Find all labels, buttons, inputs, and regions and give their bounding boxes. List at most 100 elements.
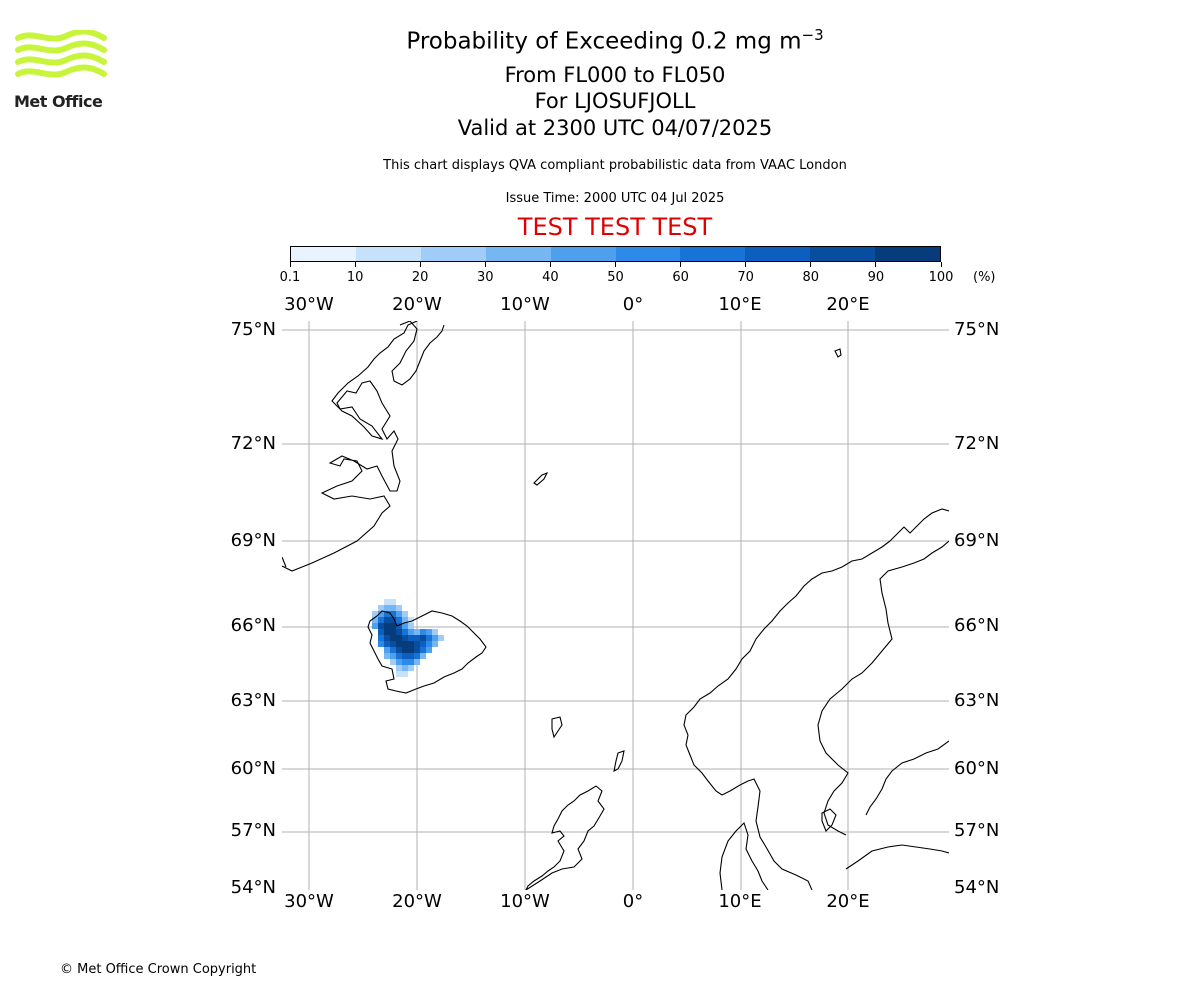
plume-cell: [390, 611, 396, 617]
plume-cell: [402, 623, 408, 629]
longitude-label: 10°E: [718, 891, 762, 912]
iceland-coast: [367, 610, 487, 694]
colorbar-segment: [355, 247, 421, 261]
latitude-label: 60°N: [230, 758, 276, 779]
latitude-label: 57°N: [230, 820, 276, 841]
plume-cell: [426, 641, 432, 647]
volcano-name: For LJOSUFJOLL: [534, 89, 696, 113]
plume-cell: [420, 629, 426, 635]
colorbar-tick-label: 40: [542, 270, 559, 285]
plume-cell: [378, 623, 384, 629]
chart-title: Probability of Exceeding 0.2 mg m−3: [406, 26, 824, 55]
plume-cell: [402, 611, 408, 617]
longitude-label: 20°W: [392, 891, 442, 912]
longitude-label: 20°E: [826, 891, 870, 912]
plume-cell: [390, 623, 396, 629]
plume-cell: [372, 623, 378, 629]
plume-cell: [426, 629, 432, 635]
greenland-coast: [282, 321, 418, 572]
flight-level-range: From FL000 to FL050: [504, 63, 726, 87]
plume-cell: [408, 665, 414, 671]
bear-island: [834, 348, 842, 358]
colorbar-segment: [291, 247, 356, 261]
plume-cell: [408, 635, 414, 641]
colorbar-tick-label: 70: [737, 270, 754, 285]
colorbar-segment: [420, 247, 486, 261]
plume-cell: [390, 659, 396, 665]
colorbar-tick-label: 10: [346, 270, 364, 285]
plume-cell: [426, 635, 432, 641]
plume-cell: [384, 611, 390, 617]
plume-cell: [378, 635, 384, 641]
latitude-label: 72°N: [954, 433, 1000, 454]
plume-cell: [390, 641, 396, 647]
colorbar-tick: [484, 262, 486, 267]
latitude-label: 69°N: [230, 530, 276, 551]
plume-cell: [408, 641, 414, 647]
longitude-label: 30°W: [284, 891, 334, 912]
scandinavia-coast: [683, 508, 949, 890]
colorbar-tick: [875, 262, 877, 267]
plume-cell: [384, 641, 390, 647]
plume-cell: [420, 635, 426, 641]
longitude-label: 0°: [622, 294, 644, 315]
colorbar-tick: [680, 262, 682, 267]
plume-cell: [438, 635, 444, 641]
colorbar-tick-label: 0.1: [279, 270, 301, 285]
colorbar-segment: [745, 247, 811, 261]
plume-cell: [414, 635, 420, 641]
colorbar-tick: [354, 262, 356, 267]
latitude-label: 54°N: [954, 877, 1000, 898]
copyright-notice: © Met Office Crown Copyright: [60, 962, 257, 977]
plume-cell: [402, 617, 408, 623]
chart-description: This chart displays QVA compliant probab…: [383, 158, 847, 173]
plume-cell: [402, 647, 408, 653]
colorbar-unit: (%): [973, 270, 996, 285]
colorbar-tick-label: 30: [477, 270, 494, 285]
plume-cell: [414, 641, 420, 647]
colorbar-segment: [550, 247, 616, 261]
logo-text: Met Office: [14, 92, 103, 111]
colorbar-segment: [875, 247, 941, 261]
plume-cell: [402, 653, 408, 659]
gotland: [821, 808, 837, 832]
plume-cell: [396, 659, 402, 665]
longitude-label: 10°W: [500, 891, 550, 912]
plume-cell: [396, 623, 402, 629]
plume-cell: [408, 647, 414, 653]
colorbar-tick: [419, 262, 421, 267]
valid-time: Valid at 2300 UTC 04/07/2025: [457, 116, 773, 140]
plume-cell: [372, 611, 378, 617]
plume-cell: [432, 641, 438, 647]
plume-cell: [402, 629, 408, 635]
plume-cell: [396, 611, 402, 617]
longitude-label: 10°E: [718, 294, 762, 315]
latitude-label: 63°N: [230, 690, 276, 711]
plume-cell: [384, 599, 390, 605]
latitude-label: 66°N: [230, 615, 276, 636]
plume-cell: [384, 647, 390, 653]
latitude-label: 57°N: [954, 820, 1000, 841]
colorbar-tick: [745, 262, 747, 267]
plume-cell: [420, 653, 426, 659]
plume-cell: [384, 653, 390, 659]
longitude-label: 30°W: [284, 294, 334, 315]
latitude-label: 63°N: [954, 690, 1000, 711]
map-panel: [282, 321, 949, 890]
plume-cell: [396, 653, 402, 659]
latitude-label: 54°N: [230, 877, 276, 898]
ash-probability-plume: [372, 599, 444, 677]
plume-cell: [384, 605, 390, 611]
colorbar-tick: [810, 262, 812, 267]
plume-cell: [402, 659, 408, 665]
colorbar-tick-label: 50: [607, 270, 624, 285]
plume-cell: [420, 641, 426, 647]
colorbar-segment: [485, 247, 551, 261]
colorbar-segment: [615, 247, 681, 261]
plume-cell: [426, 647, 432, 653]
plume-cell: [402, 635, 408, 641]
plume-cell: [390, 629, 396, 635]
plume-cell: [408, 617, 414, 623]
longitude-label: 20°E: [826, 294, 870, 315]
shetland: [613, 750, 625, 772]
